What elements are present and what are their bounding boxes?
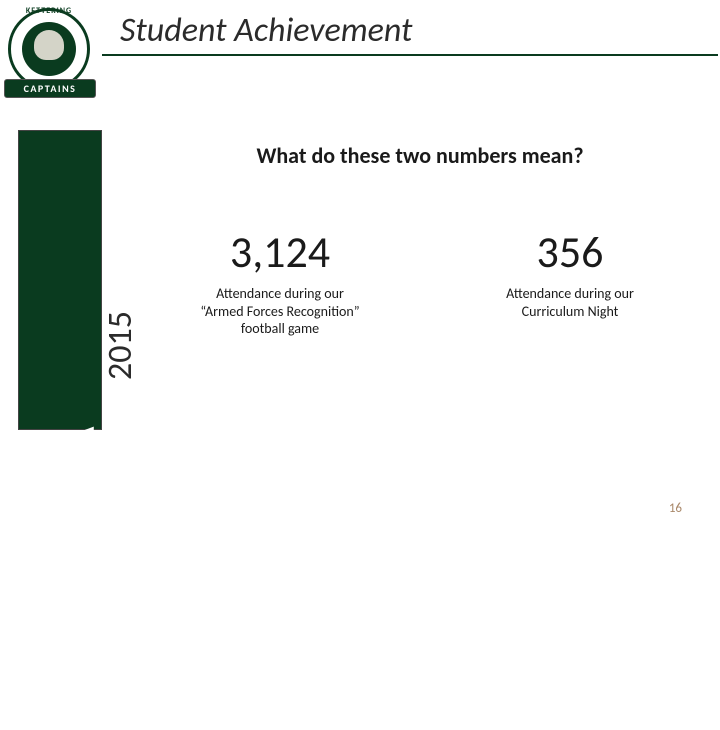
logo-circle <box>8 8 90 90</box>
stat-left-line3: football game <box>241 320 319 337</box>
school-logo: KETTERING CAPTAINS <box>8 8 108 108</box>
stat-left-caption: Attendance during our “Armed Forces Reco… <box>150 285 410 338</box>
logo-banner: CAPTAINS <box>4 79 96 98</box>
title-underline <box>102 54 718 56</box>
sidebar-year: 2015 <box>100 311 141 380</box>
stat-left-number: 3,124 <box>150 225 410 279</box>
stat-left-line1: Attendance during our <box>216 285 344 302</box>
question-heading: What do these two numbers mean? <box>140 142 700 169</box>
sidebar-label: PTSA <box>31 258 115 558</box>
stat-left: 3,124 Attendance during our “Armed Force… <box>150 225 410 338</box>
sidebar-label-wrap: PTSA <box>18 430 102 730</box>
page-number: 16 <box>669 501 682 516</box>
captain-icon <box>22 22 76 76</box>
stat-right-line2: Curriculum Night <box>522 303 619 320</box>
stat-left-line2: “Armed Forces Recognition” <box>200 303 359 320</box>
stat-right-number: 356 <box>460 225 680 279</box>
stat-right-caption: Attendance during our Curriculum Night <box>460 285 680 320</box>
logo-ring-text: KETTERING <box>8 6 90 16</box>
slide-title: Student Achievement <box>120 10 412 51</box>
stat-right-line1: Attendance during our <box>506 285 634 302</box>
stat-right: 356 Attendance during our Curriculum Nig… <box>460 225 680 320</box>
